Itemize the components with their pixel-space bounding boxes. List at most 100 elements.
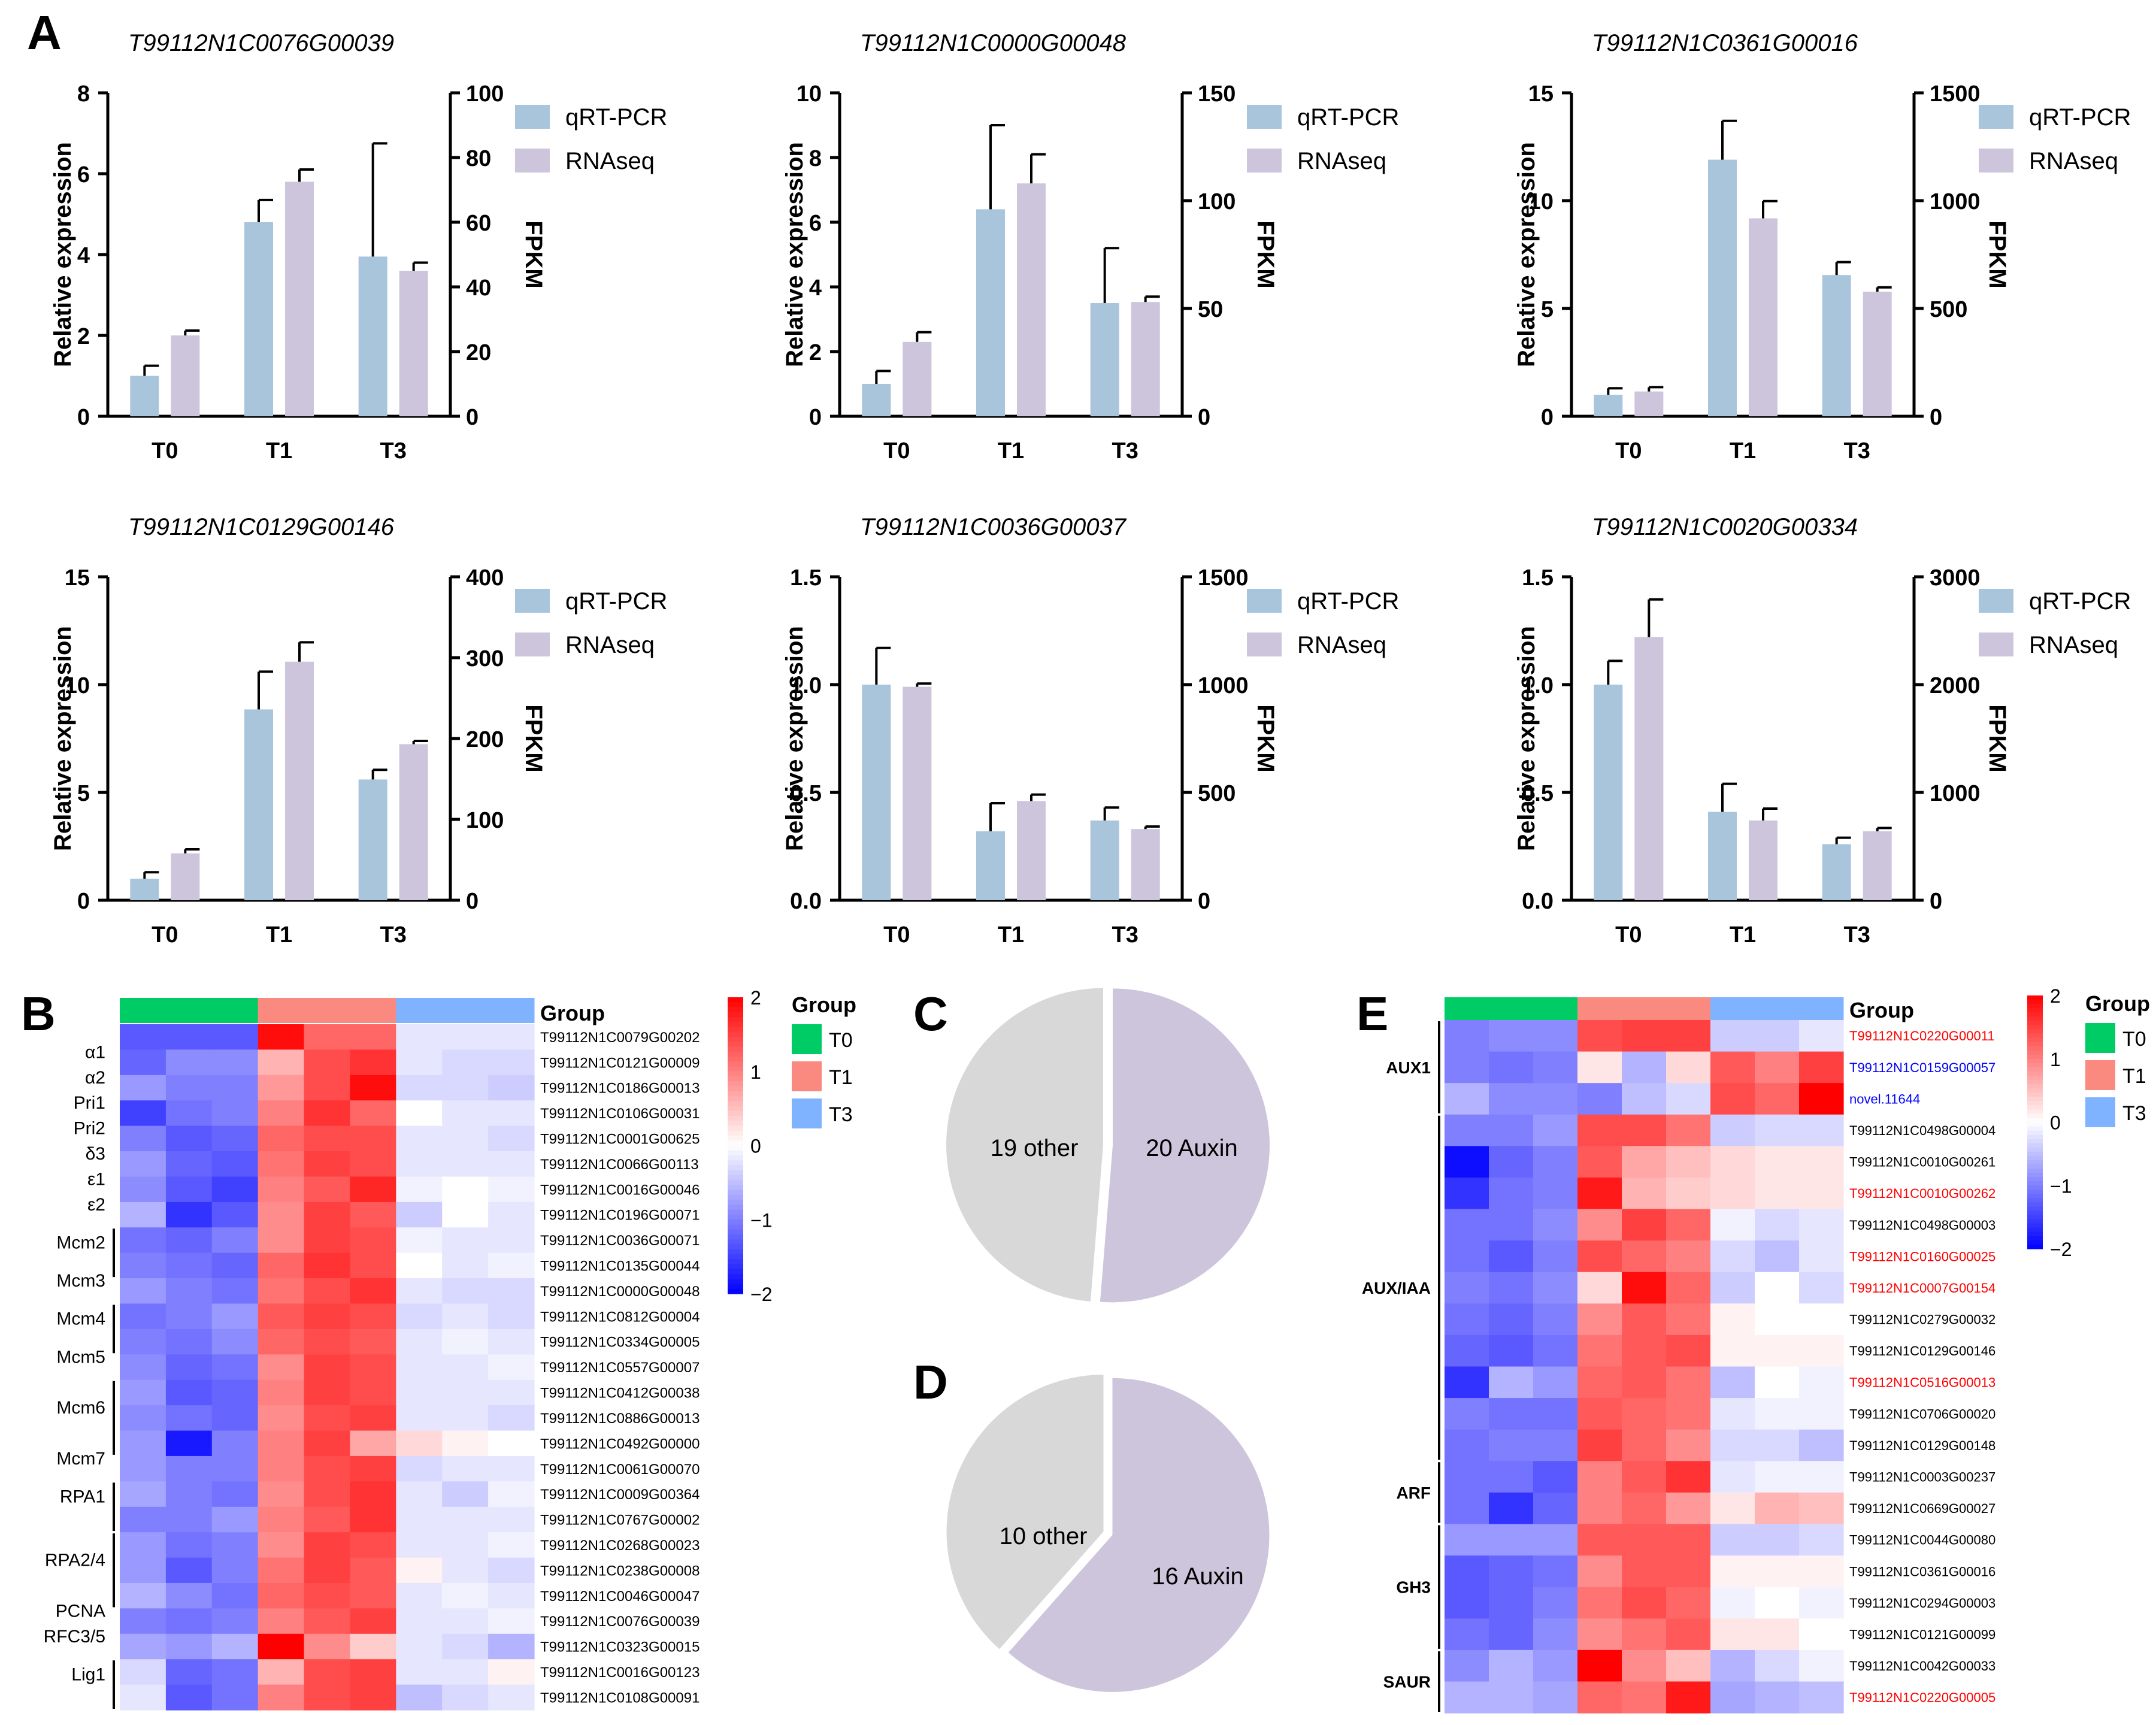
heatmap-cell [1710, 1492, 1755, 1525]
heatmap-cell [1755, 1303, 1800, 1336]
heatmap-cell [211, 1608, 259, 1635]
color-scale-step [2027, 1000, 2043, 1004]
heatmap-cell [1622, 1303, 1667, 1336]
rnaseq-bar [399, 271, 428, 416]
gene-label: T99112N1C0706G00020 [1849, 1406, 1995, 1421]
gene-label: T99112N1C0079G00202 [540, 1030, 700, 1046]
color-scale-step [728, 1051, 743, 1057]
left-tick-label: 1.0 [790, 673, 822, 698]
heatmap-cell [350, 1608, 396, 1635]
heatmap-cell [488, 1659, 535, 1685]
heatmap-cell [1710, 1524, 1755, 1556]
heatmap-cell [1445, 1524, 1489, 1556]
color-scale-step [2027, 1088, 2043, 1093]
color-scale-step [2027, 1198, 2043, 1203]
heatmap-cell [1622, 1492, 1667, 1525]
heatmap-cell [1666, 1240, 1711, 1273]
color-scale-tick-label: 0 [2050, 1112, 2061, 1134]
color-scale-step [2027, 1181, 2043, 1186]
heatmap-cell [350, 1303, 396, 1330]
color-scale-tick-label: 1 [2050, 1049, 2061, 1070]
heatmap-cell [304, 1354, 351, 1381]
heatmap-cell [211, 1176, 259, 1203]
qrt-pcr-bar [358, 779, 387, 900]
x-tick-label: T0 [883, 922, 910, 948]
color-scale-tick-label: −1 [2050, 1175, 2072, 1197]
heatmap-cell [1489, 1555, 1534, 1588]
heatmap-cell [1755, 1334, 1800, 1367]
heatmap-cell [1489, 1461, 1534, 1493]
color-scale-step [2027, 1236, 2043, 1241]
heatmap-cell [396, 1557, 443, 1584]
color-scale-step [2027, 1021, 2043, 1025]
left-tick-label: 5 [77, 781, 90, 806]
gene-label: T99112N1C0010G00262 [1849, 1186, 1995, 1201]
heatmap-cell [1533, 1524, 1578, 1556]
color-scale-step [2027, 1190, 2043, 1194]
color-scale-step [2027, 1227, 2043, 1233]
heatmap-cell [1799, 1555, 1844, 1588]
heatmap-cell [1577, 1272, 1622, 1304]
color-scale-step [2027, 1016, 2043, 1021]
gene-label: T99112N1C0121G00009 [540, 1055, 700, 1071]
row-group-label: SAUR [1383, 1672, 1431, 1691]
color-scale-step [728, 1155, 743, 1161]
heatmap-cell [1577, 1681, 1622, 1714]
heatmap-cell [1710, 1398, 1755, 1430]
pie-label-auxin: 20 Auxin [1146, 1135, 1237, 1161]
heatmap-cell [350, 1075, 396, 1101]
right-tick-label: 200 [466, 727, 504, 752]
heatmap-cell [120, 1075, 166, 1101]
color-scale-step [2027, 1185, 2043, 1190]
heatmap-cell [396, 1151, 443, 1178]
heatmap-cell [1533, 1020, 1578, 1052]
heatmap-cell [258, 1659, 305, 1685]
row-group-label: Mcm3 [56, 1271, 105, 1291]
color-scale-step [2027, 1025, 2043, 1030]
group-legend-swatch-t3 [792, 1098, 822, 1128]
color-scale-step [2027, 1029, 2043, 1034]
color-scale-step [728, 1249, 743, 1255]
heatmap-cell [1533, 1303, 1578, 1336]
legend-label-rnaseq: RNAseq [1297, 148, 1386, 174]
heatmap-cell [1666, 1146, 1711, 1178]
legend-swatch-qrt-pcr [1247, 589, 1282, 613]
heatmap-cell [120, 1582, 166, 1609]
gene-label: T99112N1C0160G00025 [1849, 1249, 1995, 1264]
color-scale-step [2027, 1173, 2043, 1178]
heatmap-cell [165, 1532, 213, 1558]
heatmap-cell [350, 1176, 396, 1203]
chart-title: T99112N1C0000G00048 [860, 30, 1127, 56]
heatmap-cell [1666, 1398, 1711, 1430]
legend-label-qrt-pcr: qRT-PCR [565, 104, 667, 131]
heatmap-cell [1622, 1681, 1667, 1714]
heatmap-cell [1533, 1681, 1578, 1714]
heatmap-cell [304, 1557, 351, 1584]
heatmap-cell [488, 1455, 535, 1482]
color-scale-step [728, 1288, 743, 1294]
color-scale-step [2027, 1113, 2043, 1119]
color-scale-step [2027, 1046, 2043, 1051]
heatmap-cell [488, 1481, 535, 1508]
heatmap-cell [165, 1176, 213, 1203]
color-scale-step [2027, 1177, 2043, 1182]
heatmap-cell [1710, 1587, 1755, 1619]
color-scale-step [728, 1017, 743, 1022]
heatmap-cell [1799, 1083, 1844, 1115]
right-tick-label: 300 [466, 646, 504, 671]
heatmap-cell [396, 1582, 443, 1609]
color-scale-step [728, 1110, 743, 1116]
heatmap-cell [120, 1125, 166, 1152]
rnaseq-bar [1017, 801, 1046, 900]
color-scale-step [728, 1136, 743, 1141]
heatmap-cell [396, 1252, 443, 1279]
heatmap-cell [1622, 1334, 1667, 1367]
right-tick-label: 150 [1198, 81, 1236, 107]
heatmap-cell [488, 1202, 535, 1228]
left-tick-label: 2 [77, 324, 90, 349]
heatmap-cell [1710, 1681, 1755, 1714]
color-scale-step [728, 1046, 743, 1052]
heatmap-cell [442, 1252, 489, 1279]
right-tick-label: 50 [1198, 297, 1223, 322]
heatmap-cell [211, 1405, 259, 1432]
